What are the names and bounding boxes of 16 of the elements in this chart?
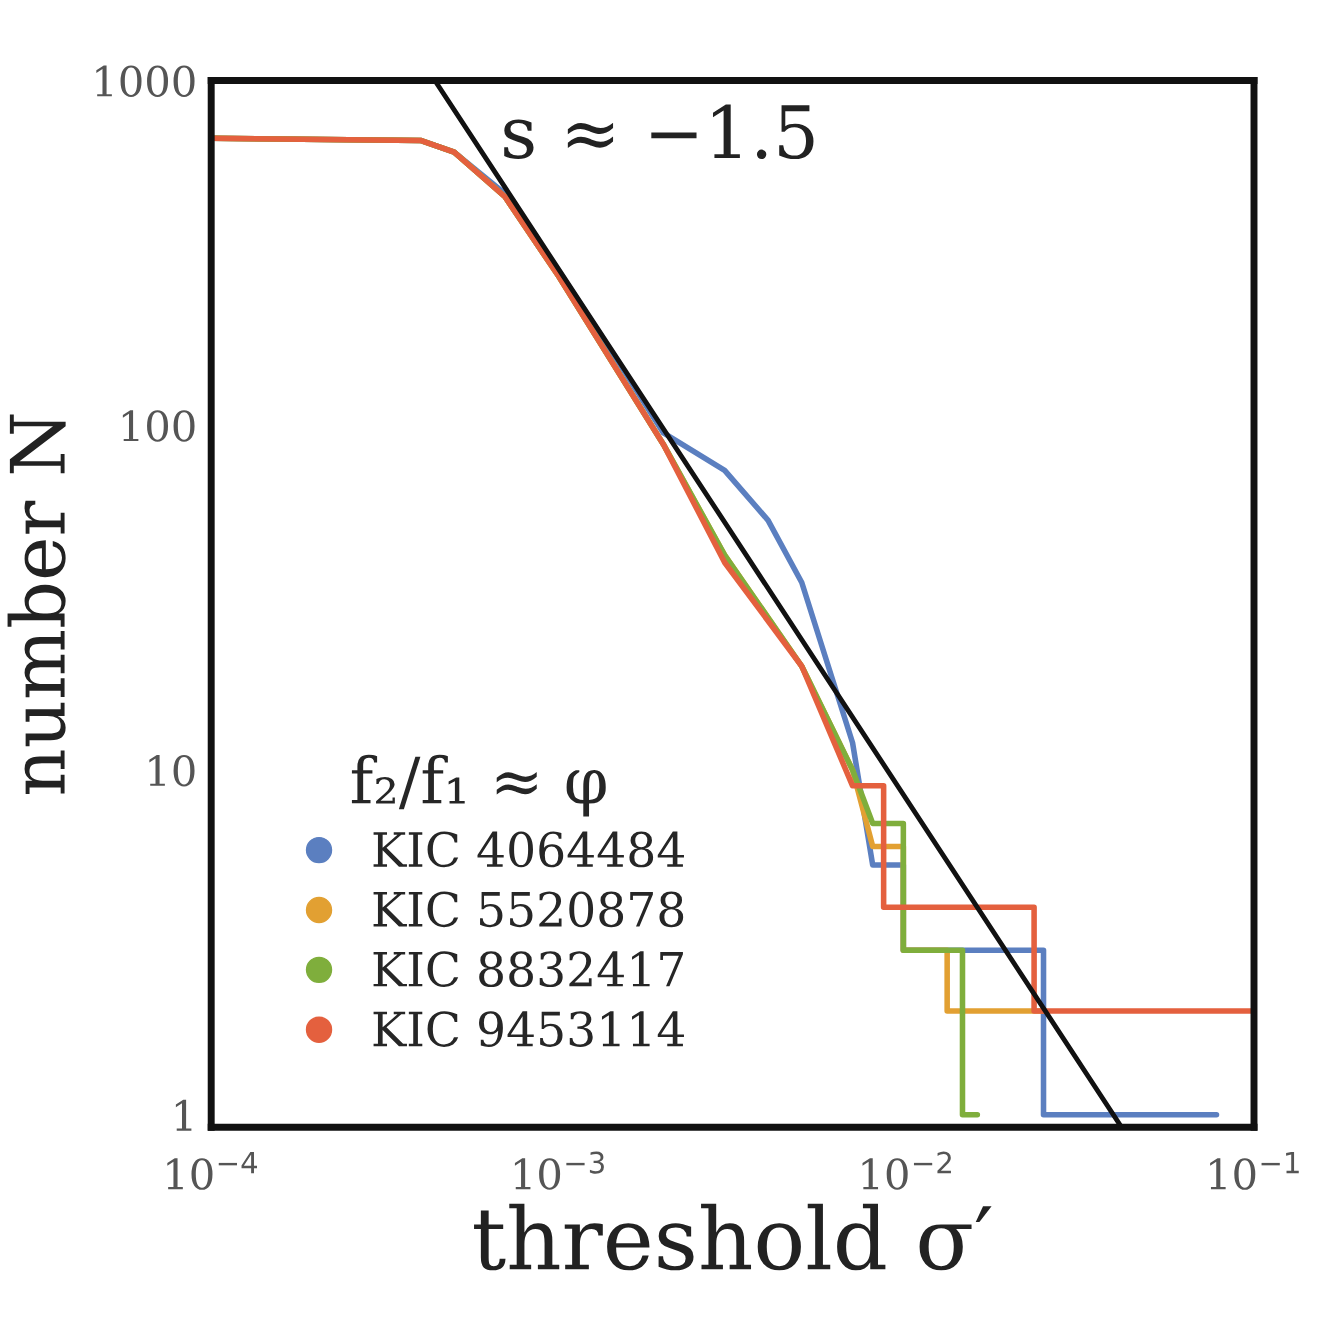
legend-label: KIC 5520878 [373, 891, 684, 928]
legend-label: KIC 4064484 [373, 831, 684, 868]
y-axis-title: number N [7, 414, 66, 794]
legend-title: f₂/f₁ ≈ φ [351, 754, 606, 817]
y-tick-label: 10 [149, 754, 195, 787]
x-tick-label: 10$^{−3}$ [514, 1151, 604, 1190]
legend-label: KIC 9453114 [373, 1011, 684, 1047]
annotation: s ≈ −1.5 [504, 104, 814, 160]
y-tick-label: 1 [175, 1099, 192, 1131]
y-tick-label: 1000 [96, 65, 195, 97]
x-axis-title: threshold σ′ [474, 1203, 992, 1271]
x-tick-label: 10$^{−4}$ [167, 1152, 258, 1190]
x-tick-label: 10$^{−1}$ [1210, 1152, 1299, 1190]
legend-label: KIC 8832417 [373, 951, 683, 988]
x-tick-label: 10$^{−2}$ [862, 1151, 951, 1190]
y-tick-label: 100 [122, 410, 195, 442]
